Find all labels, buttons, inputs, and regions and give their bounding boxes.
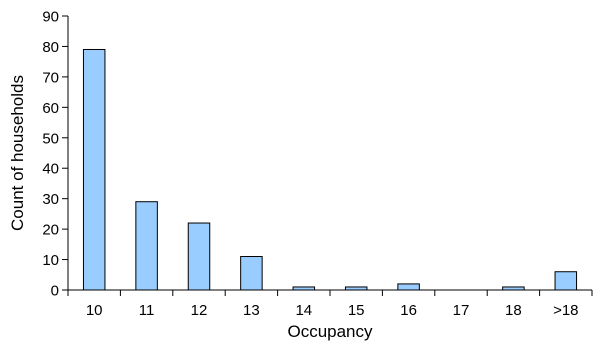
- x-tick-label: 17: [453, 302, 470, 319]
- bar-12: [187, 222, 211, 291]
- bar-10: [82, 48, 106, 291]
- x-tick-label: 16: [400, 302, 417, 319]
- y-tick-label: 80: [42, 39, 59, 56]
- x-tick-label: 13: [243, 302, 260, 319]
- bar-13: [240, 256, 263, 291]
- x-axis-label: Occupancy: [287, 322, 373, 341]
- y-tick-label: 40: [42, 161, 59, 178]
- x-tick-label: 15: [348, 302, 365, 319]
- y-tick-label: 20: [42, 222, 59, 239]
- y-tick-label: 0: [51, 283, 59, 300]
- bar-16: [397, 283, 420, 291]
- y-tick-label: 60: [42, 100, 59, 117]
- x-tick-label: 18: [505, 302, 522, 319]
- y-tick-label: 50: [42, 130, 59, 147]
- bar-11: [135, 201, 158, 291]
- x-axis-ticks: 10 11 12 13 14 15 16 17 18 >18: [67, 290, 593, 319]
- y-tick-label: 70: [42, 69, 59, 86]
- x-tick-label: 14: [295, 302, 312, 319]
- x-tick-label: 11: [139, 302, 155, 319]
- y-axis-ticks: 0 10 20 30 40 50 60 70 80 90: [42, 9, 68, 300]
- x-tick-label: 10: [86, 302, 103, 319]
- y-tick-label: 90: [42, 9, 59, 26]
- x-tick-label: >18: [553, 302, 578, 319]
- x-tick-label: 12: [191, 302, 208, 319]
- bars: [82, 48, 578, 291]
- bar-gt18: [554, 271, 578, 291]
- y-tick-label: 30: [42, 191, 59, 208]
- y-axis-label: Count of households: [8, 75, 27, 231]
- y-tick-label: 10: [42, 252, 59, 269]
